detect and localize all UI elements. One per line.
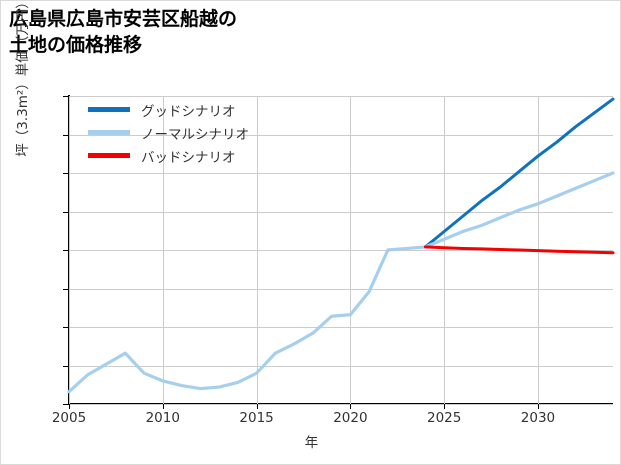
x-tick-label: 2010 [145,410,180,426]
y-tick-mark [63,404,68,405]
y-axis-label: 坪（3.3m²）単価（万円） [15,0,31,157]
x-tick-label: 2030 [520,410,556,426]
y-tick-mark [63,288,68,290]
y-tick-mark [63,134,68,136]
x-tick-label: 2005 [51,410,87,426]
legend-color-swatch [88,130,130,135]
legend-item-label: ノーマルシナリオ [141,126,249,143]
x-tick-mark [69,404,70,409]
y-axis-label-wrap: 坪（3.3m²）単価（万円） [15,0,33,404]
y-tick-mark [63,173,68,174]
x-tick-mark [162,404,164,409]
legend-color-swatch [88,153,130,158]
y-tick-mark [63,250,68,251]
chart-legend: グッドシナリオ ノーマルシナリオ バッドシナリオ [76,94,296,171]
x-tick-mark [350,404,352,409]
page-title: 広島県広島市安芸区船越の 土地の価格推移 [9,8,238,56]
legend-item[interactable]: バッドシナリオ [76,144,296,167]
x-tick-label: 2020 [333,410,368,426]
y-tick-mark [63,211,68,213]
legend-item[interactable]: ノーマルシナリオ [76,121,296,144]
x-tick-mark [537,404,539,409]
y-tick-mark [63,365,68,367]
x-tick-label: 2015 [239,410,274,426]
y-tick-mark [63,327,68,328]
x-tick-mark [444,404,446,409]
series-line [423,97,615,249]
legend-item-label: バッドシナリオ [141,149,236,166]
legend-item[interactable]: グッドシナリオ [76,98,296,121]
x-axis-label: 年 [304,435,319,451]
x-tick-label: 2025 [426,410,462,426]
series-line [67,171,615,394]
legend-color-swatch [88,107,130,112]
series-line [423,245,615,255]
series-lines [67,97,615,394]
legend-item-label: グッドシナリオ [141,103,236,120]
y-tick-mark [63,96,68,97]
x-tick-mark [256,404,258,409]
